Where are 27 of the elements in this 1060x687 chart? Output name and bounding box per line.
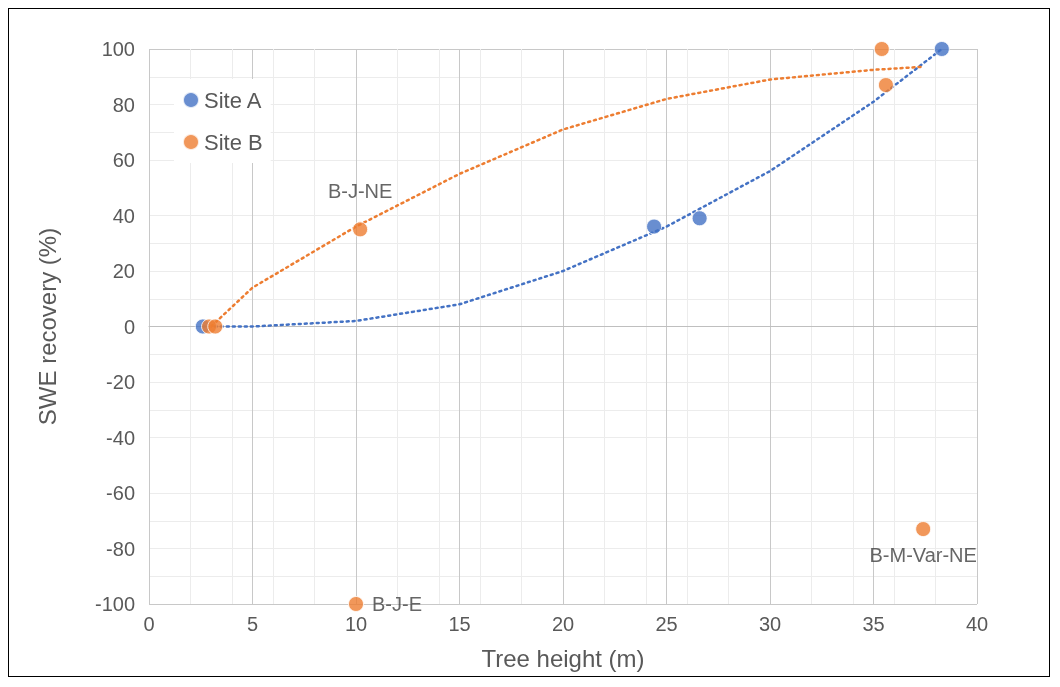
x-tick-label: 25 (655, 613, 678, 635)
y-tick-label: -60 (106, 482, 135, 504)
y-tick-label: 100 (101, 38, 135, 60)
x-tick-label: 15 (448, 613, 471, 635)
annotation: B-J-NE (327, 180, 393, 203)
annotation: B-J-E (372, 593, 422, 615)
x-tick-label: 20 (551, 613, 575, 635)
y-tick-label: -20 (106, 371, 135, 393)
y-tick-label: 80 (112, 93, 135, 116)
legend-label: Site B (204, 129, 263, 155)
x-tick-label: 30 (758, 613, 782, 635)
y-tick-label: 60 (112, 149, 135, 171)
x-axis-title: Tree height (m) (481, 644, 645, 672)
y-tick-label: 40 (112, 204, 135, 227)
annotation: B-M-Var-NE (869, 544, 977, 567)
x-tick-label: 0 (143, 613, 155, 635)
y-tick-label: 20 (112, 260, 135, 282)
x-tick-label: 35 (862, 613, 885, 635)
x-tick-label: 5 (246, 613, 259, 635)
y-tick-label: -80 (106, 537, 135, 560)
y-tick-label: -100 (94, 593, 135, 615)
y-tick-label: 0 (123, 315, 135, 338)
x-tick-label: 40 (965, 613, 989, 635)
y-tick-label: -40 (106, 426, 135, 449)
legend-label: Site A (204, 87, 262, 113)
y-axis-title: SWE recovery (%) (33, 227, 61, 426)
x-tick-label: 10 (344, 613, 368, 635)
